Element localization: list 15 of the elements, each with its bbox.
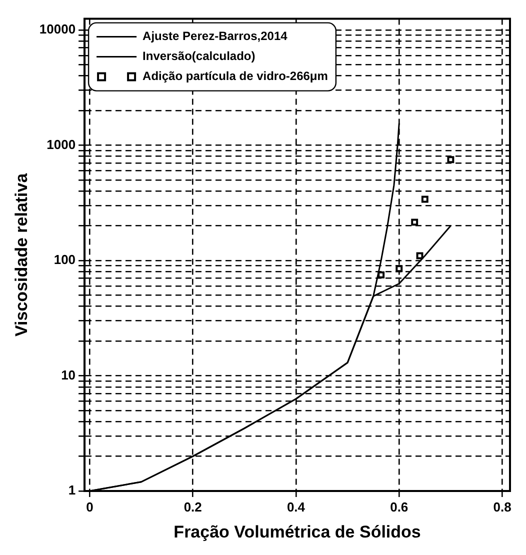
y-tick-label: 1 bbox=[68, 482, 76, 498]
legend-label: Adição partícula de vidro-266μm bbox=[142, 69, 328, 84]
x-tick-label: 0.8 bbox=[493, 499, 512, 514]
x-tick-label: 0.2 bbox=[184, 499, 202, 514]
legend-label: Inversão(calculado) bbox=[142, 49, 256, 64]
y-tick-label: 1000 bbox=[46, 136, 76, 152]
y-tick-label: 100 bbox=[54, 252, 76, 268]
y-tick-label: 10000 bbox=[39, 22, 76, 37]
x-tick-label: 0.4 bbox=[286, 499, 306, 514]
y-tick-label: 10 bbox=[61, 367, 76, 382]
x-tick-label: 0.6 bbox=[390, 499, 408, 514]
x-tick-label: 0 bbox=[86, 499, 94, 514]
y-axis-title: Viscosidade relativa bbox=[12, 172, 31, 336]
x-axis-title: Fração Volumétrica de Sólidos bbox=[174, 522, 421, 542]
legend-label: Ajuste Perez-Barros,2014 bbox=[142, 29, 288, 44]
